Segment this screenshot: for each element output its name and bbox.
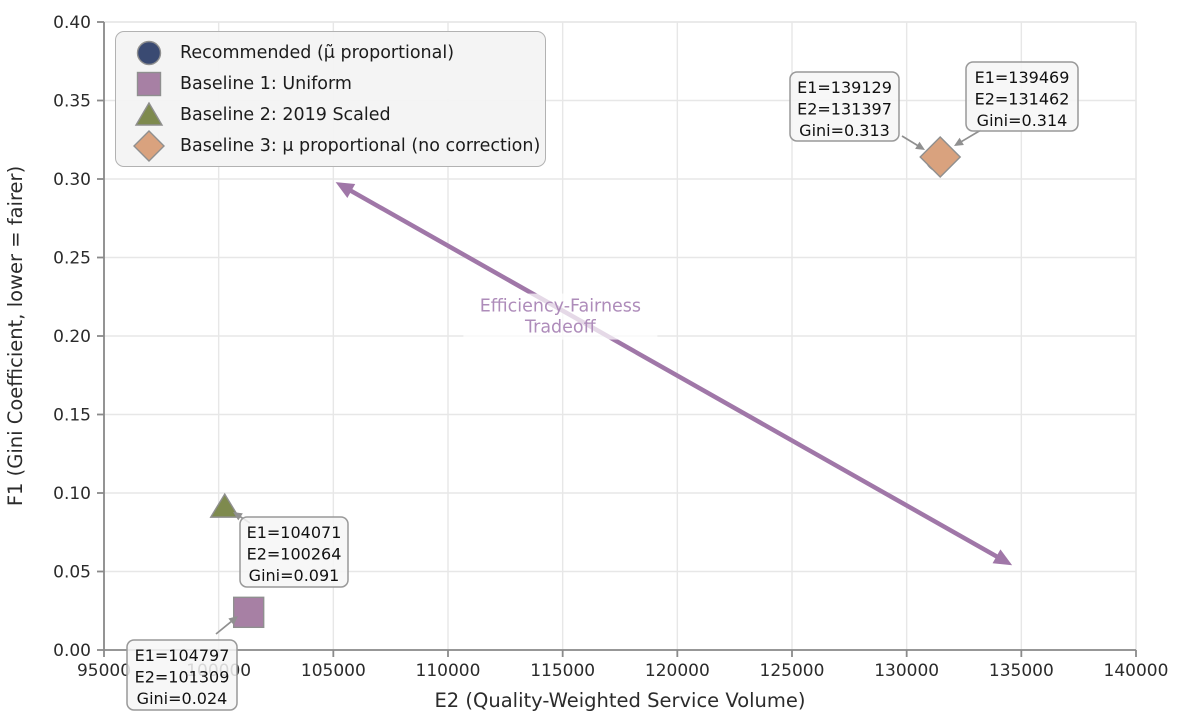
annotation-text: E1=139469 bbox=[975, 68, 1070, 87]
annotation-text: E2=101309 bbox=[135, 668, 230, 687]
annotation-text: Gini=0.024 bbox=[137, 689, 228, 708]
y-tick-label: 0.10 bbox=[53, 484, 91, 504]
triangle-marker-icon bbox=[130, 99, 168, 131]
x-tick-label: 125000 bbox=[760, 661, 825, 681]
annotation-arrowhead bbox=[915, 141, 925, 150]
annotation-text: E2=131397 bbox=[797, 100, 892, 119]
annotation-text: Gini=0.313 bbox=[799, 121, 890, 140]
legend-item-baseline1: Baseline 1: Uniform bbox=[126, 68, 535, 99]
annotation-text: Gini=0.091 bbox=[249, 566, 340, 585]
data-point-diamond bbox=[919, 136, 962, 179]
data-point-triangle bbox=[209, 492, 240, 518]
y-tick-label: 0.15 bbox=[53, 406, 91, 426]
legend-label: Baseline 1: Uniform bbox=[180, 73, 352, 94]
tradeoff-arrowhead bbox=[992, 549, 1013, 566]
square-marker-icon bbox=[130, 68, 168, 100]
x-tick-label: 135000 bbox=[989, 661, 1054, 681]
x-tick-label: 105000 bbox=[301, 661, 366, 681]
y-tick-label: 0.05 bbox=[53, 563, 91, 583]
x-tick-label: 115000 bbox=[530, 661, 595, 681]
y-tick-label: 0.40 bbox=[53, 13, 91, 33]
annotation-text: E1=104071 bbox=[247, 523, 342, 542]
x-tick-label: 95000 bbox=[77, 661, 131, 681]
triangle-swatch bbox=[134, 101, 164, 126]
annotation-box bbox=[965, 61, 1079, 132]
y-tick-label: 0.20 bbox=[53, 327, 91, 347]
tradeoff-arrowhead bbox=[335, 182, 356, 198]
data-point-square bbox=[232, 596, 265, 629]
legend: Recommended (μ̃ proportional) Baseline 1… bbox=[115, 31, 546, 167]
annotation-arrowhead bbox=[233, 512, 243, 521]
circle-swatch bbox=[136, 40, 162, 65]
annotation-arrowhead bbox=[954, 137, 964, 146]
annotation-arrowhead bbox=[228, 616, 238, 625]
diamond-marker-icon bbox=[130, 129, 168, 162]
x-tick-label: 140000 bbox=[1104, 661, 1169, 681]
x-axis-label: E2 (Quality-Weighted Service Volume) bbox=[434, 689, 805, 712]
annotation-arrow bbox=[958, 129, 982, 144]
annotation-text: E2=100264 bbox=[247, 545, 342, 564]
legend-label: Baseline 3: μ proportional (no correctio… bbox=[180, 135, 541, 156]
diamond-swatch bbox=[133, 129, 165, 162]
x-tick-label: 110000 bbox=[416, 661, 481, 681]
tradeoff-arrow bbox=[344, 186, 1003, 562]
annotation-text: E1=104797 bbox=[135, 646, 230, 665]
tradeoff-label-bg bbox=[463, 293, 658, 340]
annotation-text: Gini=0.314 bbox=[977, 111, 1068, 130]
square-swatch bbox=[136, 71, 162, 96]
annotation-box bbox=[789, 71, 900, 142]
annotation-text: E2=131462 bbox=[975, 90, 1070, 109]
annotation-box bbox=[239, 516, 349, 588]
annotation-arrow bbox=[901, 135, 921, 148]
legend-item-baseline3: Baseline 3: μ proportional (no correctio… bbox=[126, 129, 540, 162]
annotation-arrow bbox=[215, 619, 234, 635]
tradeoff-label: Tradeoff bbox=[524, 318, 597, 338]
annotation-box bbox=[126, 639, 238, 711]
tradeoff-label: Efficiency-Fairness bbox=[480, 297, 641, 317]
legend-item-recommended: Recommended (μ̃ proportional) bbox=[126, 37, 535, 68]
legend-label: Recommended (μ̃ proportional) bbox=[180, 42, 455, 63]
x-tick-label: 120000 bbox=[645, 661, 710, 681]
y-tick-label: 0.35 bbox=[53, 92, 91, 112]
circle-marker-icon bbox=[130, 37, 168, 69]
annotation-text: E1=139129 bbox=[797, 78, 892, 97]
x-tick-label: 130000 bbox=[874, 661, 939, 681]
legend-item-baseline2: Baseline 2: 2019 Scaled bbox=[126, 99, 535, 130]
y-tick-label: 0.30 bbox=[53, 170, 91, 190]
legend-label: Baseline 2: 2019 Scaled bbox=[180, 104, 391, 125]
y-tick-label: 0.25 bbox=[53, 249, 91, 269]
y-tick-label: 0.00 bbox=[53, 641, 91, 661]
y-axis-label: F1 (Gini Coefficient, lower = fairer) bbox=[4, 166, 27, 506]
